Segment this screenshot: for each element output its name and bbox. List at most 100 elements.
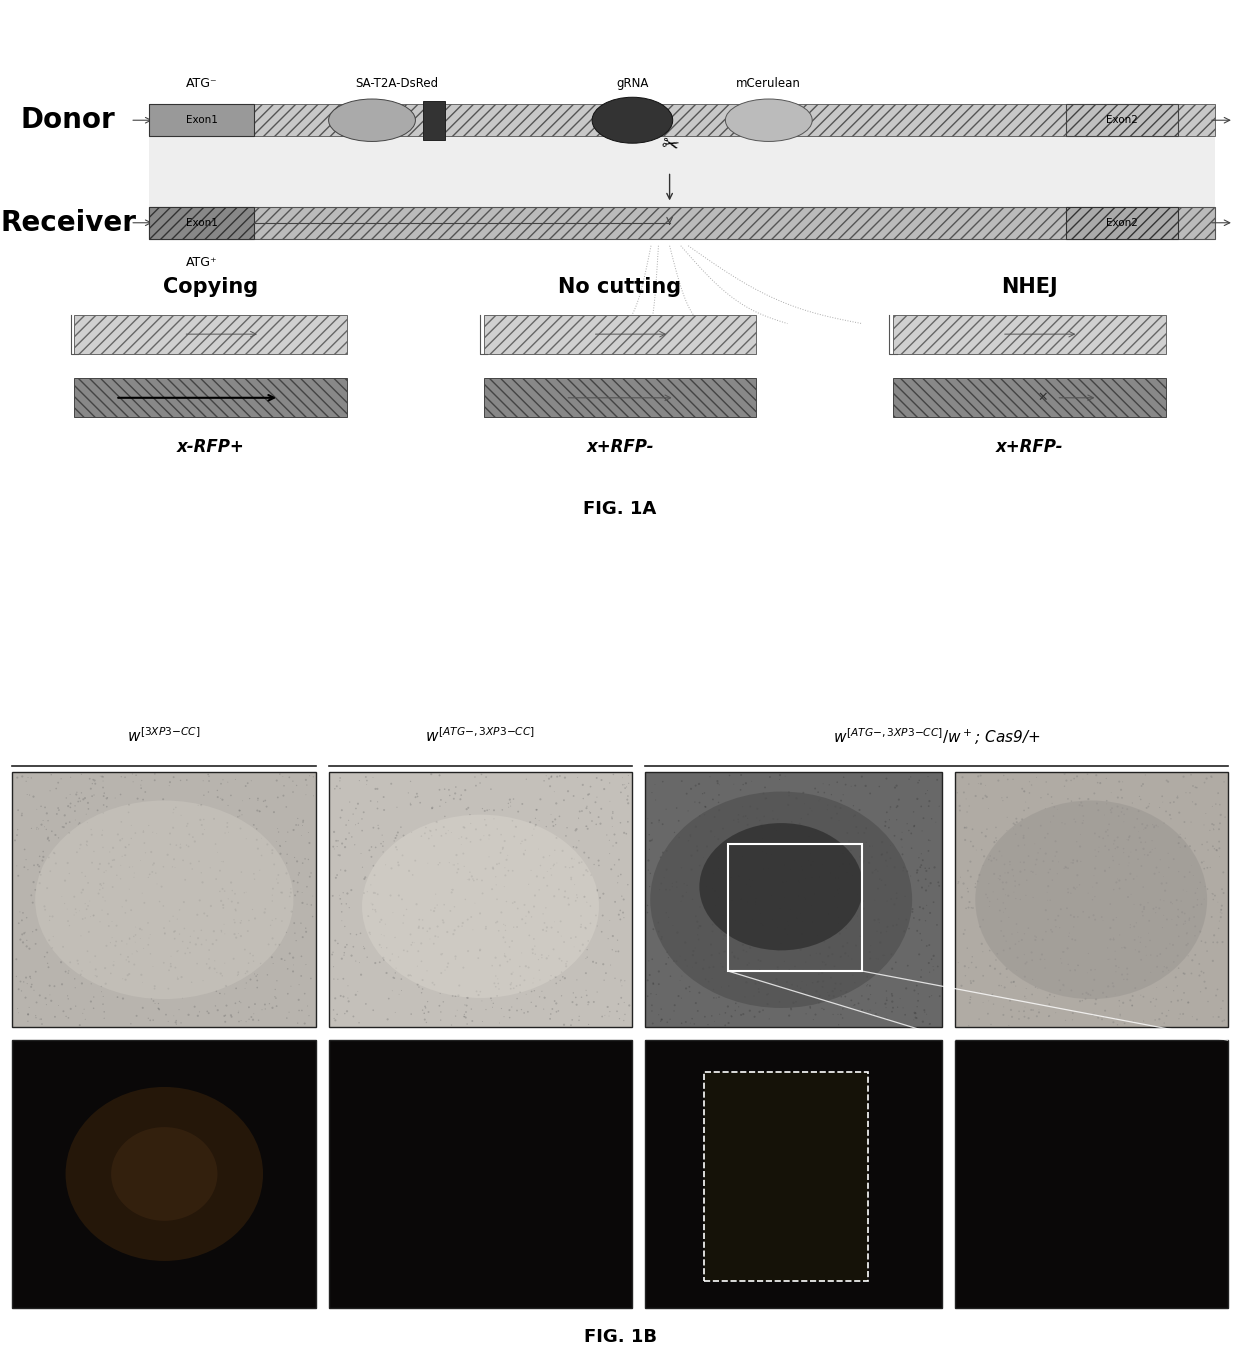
- Point: [999, 1015, 1019, 1036]
- Point: [453, 913, 472, 934]
- Point: [857, 817, 877, 839]
- Point: [435, 805, 455, 827]
- Point: [135, 842, 155, 864]
- Point: [717, 925, 737, 947]
- Point: [281, 879, 301, 900]
- Point: [792, 971, 812, 993]
- Point: [780, 858, 800, 880]
- Point: [207, 842, 227, 864]
- Point: [212, 789, 232, 811]
- Point: [713, 956, 733, 978]
- Point: [237, 881, 257, 903]
- Point: [351, 922, 371, 944]
- Point: [503, 962, 523, 983]
- Point: [458, 940, 477, 962]
- Point: [482, 955, 502, 976]
- Point: [1058, 953, 1078, 975]
- Point: [899, 820, 919, 842]
- Point: [135, 781, 155, 802]
- Point: [419, 1001, 439, 1023]
- Point: [1068, 865, 1087, 887]
- Point: [691, 915, 711, 937]
- Point: [1209, 819, 1229, 840]
- Point: [606, 832, 626, 854]
- Point: [1112, 964, 1132, 986]
- Polygon shape: [149, 136, 1215, 207]
- Point: [417, 1012, 436, 1034]
- Point: [1014, 1006, 1034, 1028]
- Point: [1022, 983, 1042, 1005]
- Point: [435, 778, 455, 800]
- Point: [382, 981, 402, 1002]
- Point: [298, 876, 317, 898]
- Point: [1194, 971, 1214, 993]
- Point: [329, 845, 348, 866]
- Point: [662, 872, 682, 894]
- Point: [281, 975, 301, 997]
- Point: [889, 789, 909, 811]
- Point: [350, 770, 370, 792]
- Point: [1038, 908, 1058, 930]
- Point: [131, 778, 151, 800]
- Point: [766, 968, 786, 990]
- Point: [1084, 968, 1104, 990]
- Point: [434, 991, 454, 1013]
- Point: [93, 986, 113, 1008]
- Point: [578, 994, 598, 1016]
- Point: [1100, 894, 1120, 915]
- Point: [9, 913, 29, 934]
- Point: [355, 937, 374, 959]
- Point: [1099, 824, 1118, 846]
- Point: [428, 894, 448, 915]
- Point: [392, 888, 412, 910]
- Point: [732, 764, 751, 786]
- Point: [301, 894, 321, 915]
- Point: [432, 962, 451, 983]
- Point: [98, 903, 118, 925]
- Point: [1034, 850, 1054, 872]
- Point: [250, 952, 270, 974]
- Point: [1211, 998, 1231, 1020]
- Point: [1111, 779, 1131, 801]
- Point: [482, 990, 502, 1012]
- Point: [962, 952, 982, 974]
- Point: [949, 873, 968, 895]
- Point: [304, 766, 324, 787]
- Point: [170, 834, 190, 855]
- Point: [259, 933, 279, 955]
- Point: [164, 766, 184, 787]
- Point: [20, 966, 40, 987]
- Point: [914, 1000, 934, 1021]
- Point: [928, 914, 947, 936]
- Point: [284, 819, 304, 840]
- Point: [332, 800, 352, 821]
- Point: [678, 800, 698, 821]
- Point: [1045, 846, 1065, 868]
- Bar: [329, 772, 632, 1027]
- Point: [243, 899, 263, 921]
- Point: [693, 846, 713, 868]
- Point: [1074, 805, 1094, 827]
- Point: [533, 846, 553, 868]
- Point: [458, 908, 477, 930]
- Point: [191, 809, 211, 831]
- Point: [1038, 876, 1058, 898]
- Point: [439, 779, 459, 801]
- Point: [1136, 831, 1156, 853]
- Point: [813, 951, 833, 972]
- Point: [119, 951, 139, 972]
- Point: [1153, 792, 1173, 813]
- Point: [86, 959, 105, 981]
- Point: [537, 861, 557, 883]
- Point: [714, 925, 734, 947]
- Point: [451, 834, 471, 855]
- Point: [1101, 929, 1121, 951]
- Point: [786, 991, 806, 1013]
- Point: [770, 764, 790, 786]
- Point: [1131, 985, 1151, 1006]
- Point: [427, 811, 446, 832]
- Point: [711, 953, 730, 975]
- Point: [579, 991, 599, 1013]
- Point: [794, 959, 813, 981]
- Point: [496, 932, 516, 953]
